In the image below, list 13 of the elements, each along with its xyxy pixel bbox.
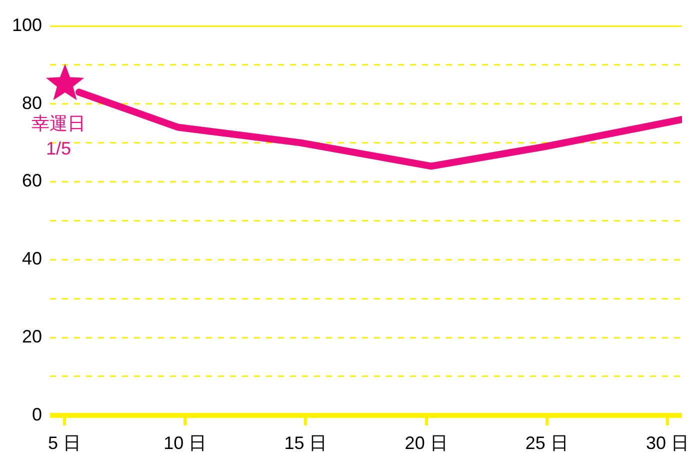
- x-tick-label: 25 日: [525, 433, 568, 454]
- y-tick-label: 100: [12, 14, 42, 35]
- y-tick-label: 60: [22, 170, 42, 191]
- annotation: 幸運日 1/5: [32, 113, 86, 158]
- x-tick-label: 20 日: [404, 433, 448, 454]
- x-tick-label: 10 日: [164, 433, 207, 454]
- y-tick-label: 0: [32, 404, 42, 424]
- x-tick-label: 30 日: [646, 433, 690, 454]
- y-tick-label: 40: [22, 248, 42, 269]
- y-tick-label: 80: [22, 92, 42, 113]
- x-tick-label: 5 日: [48, 433, 82, 454]
- x-tick-label: 15 日: [284, 433, 328, 454]
- y-tick-label: 20: [22, 326, 42, 346]
